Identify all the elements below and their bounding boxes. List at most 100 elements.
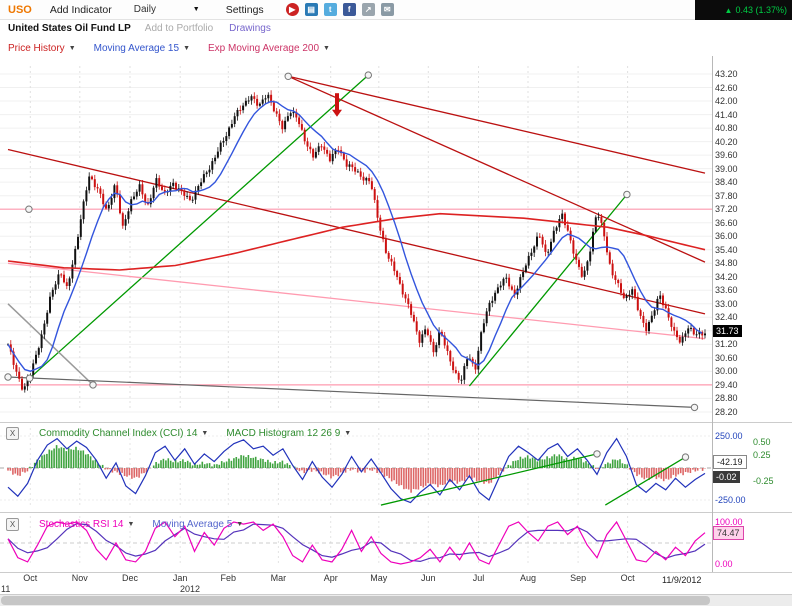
ma5-indicator-label[interactable]: Moving Average 5 ▼ [152, 518, 244, 530]
price-tick-label: 43.20 [715, 69, 738, 79]
cci-chart[interactable] [0, 424, 712, 512]
cci-tick-label: -250.00 [715, 495, 746, 505]
x-axis-last-date-label: 11/9/2012 [662, 575, 702, 585]
cci-value-box: -42.19 [713, 455, 747, 469]
facebook-icon[interactable]: f [342, 3, 356, 16]
chevron-down-icon: ▼ [127, 520, 135, 528]
endpoint-handle [4, 373, 12, 381]
blog-icon[interactable]: ▤ [304, 3, 318, 16]
x-axis-month-label: Apr [323, 573, 338, 583]
price-tick-label: 37.80 [715, 190, 738, 201]
macd-indicator-label[interactable]: MACD Histogram 12 26 9 ▼ [226, 427, 352, 439]
stoch-chart[interactable] [0, 514, 712, 572]
stoch-ma5-line [7, 522, 706, 563]
x-axis-month-label: Dec [121, 573, 138, 583]
candlesticks [7, 90, 706, 393]
stoch-value-box: 74.47 [713, 526, 744, 540]
stoch-rsi-indicator-label[interactable]: Stochastics RSI 14 ▼ [39, 518, 135, 530]
symbol-name: United States Oil Fund LP [8, 23, 131, 34]
price-tick-label: 40.20 [715, 136, 738, 147]
price-tick-label: 34.20 [715, 271, 738, 282]
timeframe-dropdown[interactable]: Daily ▼ [134, 4, 200, 15]
price-chart[interactable] [0, 56, 712, 416]
twitter-icon[interactable]: t [323, 3, 337, 16]
price-tick-label: 33.00 [715, 298, 738, 309]
price-history-indicator-label[interactable]: Price History ▼ [8, 42, 76, 54]
toolbar-icons: ▶ ▤ t f ↗ ✉ [285, 3, 400, 16]
x-axis-month-label: Nov [71, 573, 88, 583]
x-axis-month-label: Jul [472, 573, 485, 583]
macd-tick-label: 0.50 [753, 437, 771, 447]
stoch-tick-label: 100.00 [715, 517, 743, 527]
chevron-down-icon: ▼ [323, 44, 330, 52]
x-axis-month-label: Feb [220, 573, 237, 583]
scrollbar-thumb[interactable] [1, 596, 710, 605]
cci-pane-header: X Commodity Channel Index (CCI) 14 ▼ MACD… [6, 426, 351, 440]
cci-indicator-label[interactable]: Commodity Channel Index (CCI) 14 ▼ [39, 427, 209, 439]
up-arrow-icon: ▲ [724, 5, 733, 15]
ma15-line [7, 100, 703, 372]
symbol-ticker[interactable]: USO [8, 3, 32, 16]
price-tick-label: 35.40 [715, 244, 738, 255]
x-axis-month-label: Aug [519, 573, 536, 583]
pane-divider [0, 422, 792, 423]
macd-tick-label: 0.25 [753, 450, 771, 460]
close-stoch-pane-button[interactable]: X [6, 517, 19, 531]
down-arrow-annotation[interactable] [331, 93, 342, 117]
mail-icon[interactable]: ✉ [380, 3, 394, 16]
stoch-tick-label: 0.00 [715, 559, 733, 569]
close-cci-pane-button[interactable]: X [6, 426, 19, 440]
price-tick-label: 36.00 [715, 231, 738, 242]
pane-divider [0, 572, 792, 573]
toolbar: USO Add Indicator Daily ▼ Settings ▶ ▤ t f ↗… [0, 0, 792, 20]
x-axis-month-label: Jan [172, 573, 188, 583]
price-axis-panel: 31.73 -42.19 -0.02 74.47 43.20 42.60 42.00… [713, 0, 792, 592]
cci-line [7, 437, 706, 504]
endpoint-handle [690, 403, 699, 412]
price-tick-label: 32.40 [715, 312, 738, 323]
price-tick-label: 39.60 [715, 150, 738, 161]
stoch-rsi-line [7, 520, 706, 565]
add-indicator-button[interactable]: Add Indicator [49, 3, 112, 16]
drawings-menu[interactable]: Drawings [229, 23, 271, 34]
x-axis-month-label: Oct [620, 573, 635, 583]
record-icon[interactable]: ▶ [285, 3, 299, 16]
ema200-indicator-label[interactable]: Exp Moving Average 200 ▼ [208, 42, 330, 54]
chevron-down-icon: ▼ [201, 429, 209, 437]
endpoint-handle [681, 453, 690, 461]
price-tick-label: 38.40 [715, 177, 738, 188]
price-change-display: ▲ 0.43 (1.37%) [695, 0, 792, 20]
x-axis-month-label: May [370, 573, 388, 583]
price-tick-label: 28.20 [715, 406, 738, 417]
ema200-line [7, 212, 706, 271]
chevron-down-icon: ▼ [183, 44, 190, 52]
endpoint-handle [623, 190, 631, 199]
add-to-portfolio-button[interactable]: Add to Portfolio [144, 23, 214, 34]
price-tick-label: 36.60 [715, 217, 738, 228]
price-tick-label: 31.20 [715, 339, 738, 350]
x-axis-month-label: Jun [421, 573, 436, 583]
price-tick-label: 41.40 [715, 109, 738, 120]
price-tick-label: 30.60 [715, 352, 738, 363]
price-tick-label: 42.00 [715, 96, 738, 107]
price-tick-label: 37.20 [715, 204, 738, 215]
price-tick-label: 39.00 [715, 163, 738, 174]
ma15-indicator-label[interactable]: Moving Average 15 ▼ [93, 42, 190, 54]
macd-tick-label: -0.25 [753, 476, 774, 486]
settings-button[interactable]: Settings [225, 3, 264, 16]
endpoint-handle [25, 374, 34, 382]
endpoint-handle [284, 72, 292, 80]
price-pane-header: Price History ▼ Moving Average 15 ▼ Exp Mo… [8, 41, 330, 55]
cci-tick-label: 250.00 [715, 431, 743, 441]
change-text: 0.43 (1.37%) [735, 5, 787, 15]
endpoint-handle [364, 71, 372, 79]
horizontal-scrollbar[interactable] [0, 594, 792, 606]
share-icon[interactable]: ↗ [361, 3, 375, 16]
x-axis-month-label: Oct [23, 573, 38, 583]
x-axis-year-label: 2012 [180, 584, 201, 594]
subheader: United States Oil Fund LP Add to Portfol… [0, 21, 712, 36]
price-tick-label: 29.40 [715, 379, 738, 390]
chevron-down-icon: ▼ [236, 520, 244, 528]
axis-divider [712, 56, 713, 572]
